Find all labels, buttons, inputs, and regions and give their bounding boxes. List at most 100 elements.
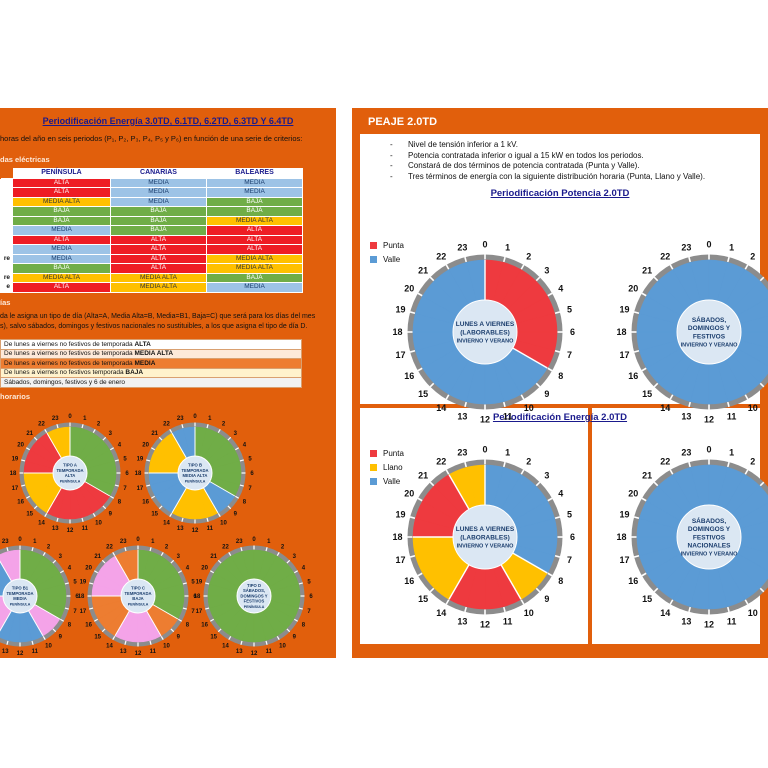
hour-label: 19 xyxy=(137,456,144,462)
hour-label: 22 xyxy=(436,251,446,261)
hour-label: 18 xyxy=(78,594,85,600)
clock-tick xyxy=(409,554,416,558)
hour-label: 12 xyxy=(704,620,714,630)
clock-tick xyxy=(669,394,674,400)
clock-center-label: (LABORABLES) xyxy=(460,329,509,336)
hour-label: 1 xyxy=(33,539,37,545)
clock-center-label: MEDIA xyxy=(13,596,27,601)
clock-center xyxy=(452,299,518,365)
day-type-text: De lunes a viernes no festivos temporada xyxy=(4,369,126,377)
hour-label: 18 xyxy=(194,594,201,600)
hour-label: 23 xyxy=(457,448,467,458)
clock-tick xyxy=(158,436,163,441)
hour-label: 13 xyxy=(52,526,59,532)
hour-label: 10 xyxy=(524,608,534,618)
days-paragraph: da le asigna un tipo de día (Alta=A, Med… xyxy=(0,312,336,332)
clock-tick xyxy=(744,599,749,605)
clock-tick xyxy=(547,572,553,577)
hour-label: 22 xyxy=(163,422,170,428)
clock-tick xyxy=(417,497,423,502)
clock-tick xyxy=(150,447,156,451)
left-intro: horas del año en seis periodos (P₁, P₂, … xyxy=(0,134,303,143)
clock-tick xyxy=(547,497,553,502)
hour-label: 13 xyxy=(177,526,184,532)
potencia-legend: Punta Valle xyxy=(370,238,404,266)
clock-tick xyxy=(64,607,69,610)
clock-tick xyxy=(56,517,59,522)
hour-label: 7 xyxy=(307,609,311,615)
hour-label: 10 xyxy=(524,403,534,413)
days-paragraph-line-2: s), salvo sábados, domingos y festivos n… xyxy=(0,323,308,330)
clock-tick xyxy=(93,618,99,622)
legend-label: Llano xyxy=(383,462,403,472)
legend-item-punta: Punta xyxy=(370,238,404,252)
hour-label: 0 xyxy=(136,537,140,543)
clock-center xyxy=(2,578,38,614)
hour-label: 19 xyxy=(395,305,405,315)
hour-label: 0 xyxy=(193,414,197,420)
hour-label: 20 xyxy=(628,488,638,498)
legend-label: Valle xyxy=(383,254,401,264)
clock-tick xyxy=(52,559,57,564)
clock-center-label: SÁBADOS, xyxy=(243,588,265,593)
clock-tick xyxy=(44,428,48,434)
clock-tick xyxy=(688,401,692,408)
clock-tick xyxy=(429,276,435,282)
hour-label: 10 xyxy=(279,643,286,649)
potencia_laborables-chart: LUNES A VIERNES(LABORABLES) INVIERNO Y VE… xyxy=(392,240,575,425)
hour-label: 0 xyxy=(706,240,711,250)
clock-tick xyxy=(759,587,765,593)
clock-tick xyxy=(109,495,115,499)
hour-label: 11 xyxy=(82,526,89,532)
clock-center-label: INVIERNO Y VERANO xyxy=(681,552,739,558)
hour-label: 11 xyxy=(727,412,737,422)
clock-center xyxy=(177,455,213,491)
legend-item-valle: Valle xyxy=(370,252,404,266)
clock-tick xyxy=(265,547,268,552)
hour-label: 9 xyxy=(544,594,549,604)
peaje-title: PEAJE 2.0TD xyxy=(368,116,438,128)
clock-tick xyxy=(81,424,84,429)
clock-center-label: TIPO B1 xyxy=(12,586,29,591)
clock-center-label: PENÍNSULA xyxy=(244,604,265,609)
hour-label: 12 xyxy=(17,651,24,657)
clock-center-label: FESTIVOS xyxy=(693,534,726,541)
hour-label: 17 xyxy=(12,486,19,492)
clock-tick xyxy=(409,311,416,315)
clock-tick xyxy=(31,547,34,552)
legend-swatch xyxy=(370,255,377,263)
clock-center-label: TEMPORADA xyxy=(7,591,34,596)
bullet-item: Potencia contratada inferior o igual a 1… xyxy=(390,151,705,162)
hour-label: 15 xyxy=(210,634,217,640)
clock-tick xyxy=(554,516,561,520)
clock-tick xyxy=(169,428,173,434)
hour-label: 0 xyxy=(482,240,487,250)
clock-tick xyxy=(25,495,31,499)
hour-label: 23 xyxy=(681,243,691,253)
energia_laborables-chart: LUNES A VIERNES(LABORABLES) INVIERNO Y VE… xyxy=(392,445,575,630)
hour-label: 4 xyxy=(68,566,72,572)
hour-label: 15 xyxy=(151,511,158,517)
clock-tick xyxy=(89,607,94,610)
hour-label: 22 xyxy=(106,545,113,551)
clock-tick xyxy=(102,436,107,441)
clock-tick xyxy=(31,640,34,645)
hour-label: 11 xyxy=(503,412,513,422)
clock-tick xyxy=(89,582,94,585)
hour-label: 22 xyxy=(660,456,670,466)
hour-label: 21 xyxy=(151,431,158,437)
clock-tick xyxy=(92,428,96,434)
clock-tick xyxy=(409,349,416,353)
clock-center-label: TEMPORADA xyxy=(182,468,209,473)
hour-label: 16 xyxy=(17,500,24,506)
day-type-text: De lunes a viernes no festivos de tempor… xyxy=(4,359,135,367)
hour-label: 11 xyxy=(727,617,737,627)
clock-center-label: PENÍNSULA xyxy=(185,478,206,483)
hour-label: 11 xyxy=(266,649,273,655)
hour-label: 19 xyxy=(12,456,19,462)
clock-tick xyxy=(160,551,164,557)
hour-label: 6 xyxy=(570,327,575,337)
clock-tick xyxy=(726,461,730,468)
